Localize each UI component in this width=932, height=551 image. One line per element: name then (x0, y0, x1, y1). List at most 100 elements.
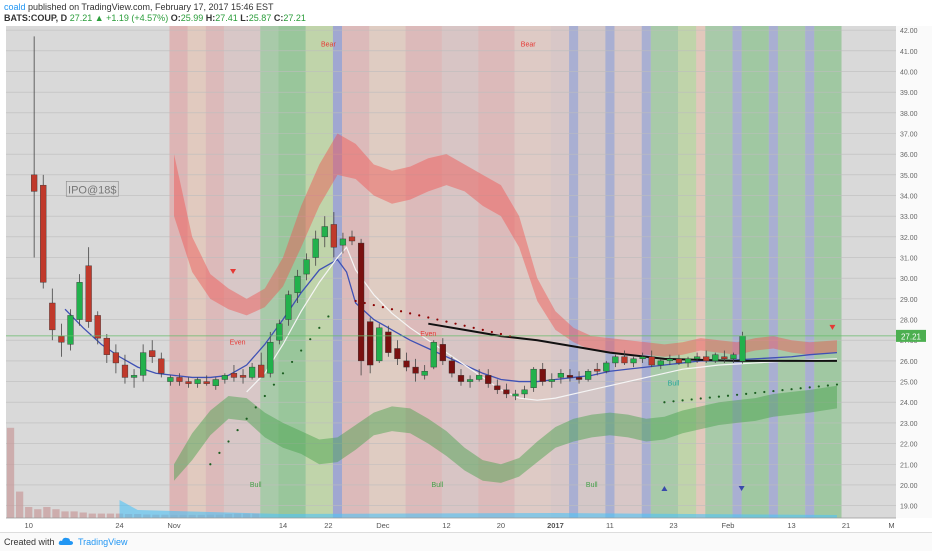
last-price-tag (896, 329, 926, 342)
trail-dot (372, 303, 375, 307)
candle-body (221, 375, 228, 380)
trail-dot (218, 451, 221, 454)
trail-dot (409, 312, 412, 315)
last-price: 27.21 (69, 13, 93, 23)
tradingview-logo-text[interactable]: TradingView (78, 537, 128, 547)
trail-dot (472, 326, 475, 329)
regime-band (768, 26, 778, 518)
candle (739, 331, 746, 364)
candle (149, 340, 156, 363)
candle-body (112, 352, 119, 364)
candle (539, 362, 546, 386)
candle (194, 377, 201, 388)
candle (466, 375, 474, 388)
candle (276, 319, 283, 345)
candle-body (194, 379, 201, 384)
candle-body (31, 174, 38, 192)
regime-band (614, 26, 642, 518)
y-tick-label: 30.00 (900, 276, 918, 283)
regime-band (705, 26, 733, 518)
candle (566, 369, 574, 382)
candle (575, 371, 583, 384)
x-tick-label: 22 (324, 521, 332, 530)
x-tick-label: 12 (442, 521, 450, 530)
candle-body (376, 327, 383, 362)
regime-band (369, 26, 406, 518)
candle-body (739, 335, 746, 362)
candle (140, 344, 147, 382)
annotation-box (65, 181, 119, 197)
candle (203, 375, 210, 386)
regime-band (332, 26, 343, 518)
regime-band (650, 26, 679, 518)
candle (476, 369, 483, 382)
signal-label: Even (230, 339, 246, 346)
regime-band (550, 26, 570, 518)
candle (457, 369, 465, 386)
y-tick-label: 26.00 (900, 359, 918, 366)
candle (212, 377, 219, 390)
candle (158, 352, 165, 378)
candle (657, 358, 664, 370)
volume-bar (34, 509, 42, 518)
candle-body (330, 224, 337, 248)
regime-band (205, 26, 224, 518)
plot-background (6, 26, 896, 518)
y-axis-panel (896, 26, 932, 518)
y-tick-label: 29.00 (900, 297, 918, 304)
candle-body (548, 379, 555, 382)
candle (548, 373, 555, 388)
candle-body (176, 377, 183, 382)
signal-label: Bull (586, 482, 598, 489)
x-tick-label: 20 (497, 521, 505, 530)
candle-body (630, 358, 637, 364)
regime-band (305, 26, 333, 518)
candle-body (730, 354, 737, 360)
trail-dot (354, 299, 357, 303)
low-value: 25.87 (248, 13, 272, 23)
trail-dot (754, 391, 757, 395)
candle-body (721, 356, 728, 360)
author-link[interactable]: coald (4, 2, 26, 12)
trail-dot (418, 314, 421, 317)
trail-dot (781, 389, 784, 392)
candle (648, 350, 655, 368)
price-chart[interactable]: 27.21 19.00 20.00 21.00 22.00 23.00 24.00 25.00… (0, 24, 932, 532)
candle (730, 352, 737, 363)
volume-bar (25, 507, 33, 518)
candle-body (430, 342, 437, 368)
candle-body (285, 294, 292, 320)
candle-body (149, 350, 156, 357)
x-tick-label: 11 (606, 521, 614, 530)
x-tick-label: 21 (842, 521, 850, 530)
trail-dot (290, 360, 294, 364)
candle (294, 269, 301, 304)
trail-dot (835, 383, 839, 386)
candle-body (703, 356, 710, 362)
trail-dot (663, 401, 666, 404)
candle (712, 352, 719, 363)
candle-body (421, 371, 428, 376)
trail-dot (309, 338, 312, 341)
y-tick-label: 24.00 (900, 400, 918, 407)
y-tick-label: 22.00 (900, 442, 918, 449)
regime-band (814, 26, 842, 518)
y-tick-label: 21.00 (900, 462, 918, 469)
candle (76, 274, 83, 326)
candle (321, 216, 328, 248)
trail-dot (245, 417, 248, 420)
candle-body (203, 381, 210, 384)
y-tick-label: 20.00 (900, 483, 918, 490)
open-value: 25.99 (180, 13, 204, 23)
candle-body (357, 242, 365, 362)
regime-band (678, 26, 697, 518)
sma-line (64, 258, 838, 383)
candle (603, 360, 610, 374)
candle (249, 362, 256, 380)
trail-dot (745, 392, 748, 395)
x-tick-label: 24 (115, 521, 123, 530)
trail-dot (763, 390, 766, 394)
trail-dot (799, 387, 802, 390)
trail-dot (390, 308, 394, 311)
candle-body (76, 282, 83, 320)
